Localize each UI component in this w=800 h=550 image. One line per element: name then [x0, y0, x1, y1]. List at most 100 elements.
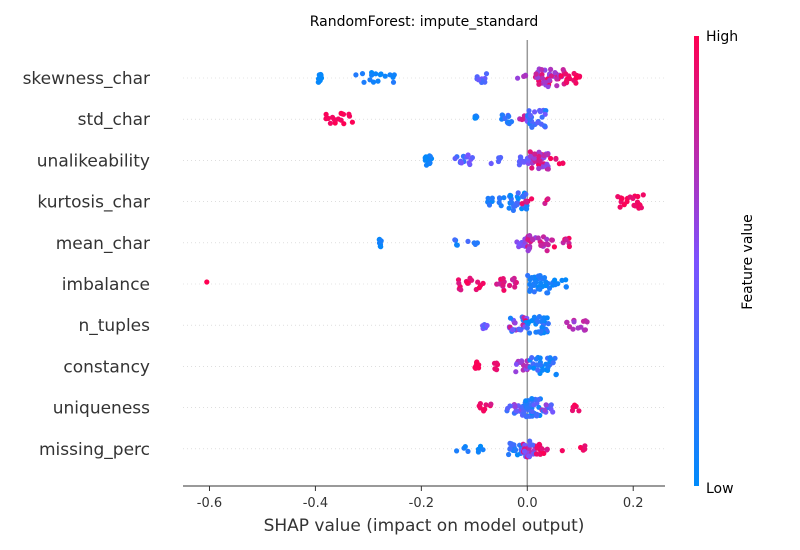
- shap-point: [507, 445, 513, 452]
- shap-point: [480, 447, 486, 453]
- shap-point: [515, 75, 521, 81]
- shap-point: [538, 328, 544, 334]
- shap-point: [534, 413, 540, 419]
- shap-point: [584, 319, 590, 325]
- shap-point: [548, 155, 554, 162]
- shap-point: [541, 275, 548, 281]
- shap-point: [533, 356, 539, 362]
- shap-point: [505, 119, 511, 125]
- x-axis-label: SHAP value (impact on model output): [264, 516, 585, 536]
- shap-point: [519, 193, 526, 200]
- shap-point: [514, 452, 521, 458]
- shap-points: [204, 66, 646, 460]
- feature-label: imbalance: [62, 275, 150, 295]
- shap-point: [513, 408, 519, 414]
- shap-point: [537, 158, 543, 164]
- shap-point: [553, 156, 559, 162]
- shap-point: [615, 194, 621, 200]
- feature-label: missing_perc: [39, 440, 150, 460]
- shap-point: [567, 76, 573, 82]
- shap-point: [486, 202, 493, 208]
- shap-point: [521, 411, 527, 417]
- shap-point: [578, 324, 584, 330]
- shap-point: [482, 406, 488, 412]
- shap-point: [537, 286, 543, 292]
- shap-point: [536, 441, 542, 447]
- shap-point: [535, 235, 541, 241]
- shap-point: [507, 440, 513, 446]
- feature-label: uniqueness: [53, 399, 150, 419]
- shap-point: [516, 326, 522, 332]
- shap-point: [524, 199, 530, 205]
- shap-point: [515, 196, 521, 202]
- shap-point: [458, 160, 465, 166]
- shap-point: [537, 107, 543, 114]
- shap-point: [529, 442, 536, 448]
- feature-label: constancy: [63, 357, 150, 377]
- shap-point: [512, 320, 518, 326]
- shap-point: [485, 195, 491, 201]
- shap-point: [327, 120, 333, 126]
- shap-point: [564, 319, 570, 325]
- shap-point: [578, 444, 584, 451]
- shap-point: [544, 236, 550, 242]
- shap-point: [469, 155, 475, 161]
- shap-point: [538, 242, 544, 248]
- shap-point: [483, 71, 490, 77]
- shap-point: [544, 161, 550, 167]
- shap-point: [549, 237, 555, 243]
- shap-point: [541, 450, 547, 456]
- shap-point: [640, 192, 646, 198]
- shap-point: [476, 285, 482, 291]
- shap-point: [527, 233, 533, 239]
- shap-point: [489, 195, 495, 201]
- shap-point: [548, 73, 555, 79]
- shap-point: [521, 448, 528, 454]
- feature-label: n_tuples: [78, 316, 150, 336]
- shap-point: [552, 277, 558, 283]
- x-tick-label: -0.6: [197, 496, 222, 511]
- shap-point: [359, 71, 366, 77]
- shap-point: [551, 244, 558, 250]
- shap-point: [471, 240, 477, 246]
- feature-label: std_char: [78, 110, 150, 130]
- shap-point: [464, 280, 470, 286]
- colorbar-high-label: High: [706, 29, 738, 45]
- shap-point: [527, 149, 533, 155]
- shap-point: [582, 327, 589, 333]
- shap-point: [544, 290, 550, 296]
- shap-point: [527, 153, 534, 159]
- shap-point: [452, 155, 458, 162]
- shap-point: [472, 115, 478, 121]
- shap-point: [538, 362, 544, 368]
- shap-point: [542, 407, 548, 413]
- shap-point: [547, 77, 553, 83]
- shap-point: [492, 366, 498, 372]
- shap-point: [346, 113, 353, 119]
- shap-point: [338, 117, 344, 123]
- shap-point: [512, 284, 518, 290]
- shap-point: [554, 76, 560, 82]
- shap-point: [545, 321, 551, 327]
- shap-point: [531, 402, 537, 408]
- shap-point: [494, 360, 500, 366]
- shap-point: [509, 327, 516, 333]
- shap-point: [516, 162, 523, 168]
- shap-point: [508, 193, 514, 199]
- shap-point: [526, 319, 532, 325]
- shap-point: [341, 121, 347, 127]
- shap-point: [545, 83, 551, 90]
- shap-point: [390, 79, 397, 85]
- shap-point: [204, 279, 210, 285]
- shap-point: [529, 196, 535, 202]
- shap-point: [536, 149, 542, 155]
- shap-point: [509, 277, 516, 283]
- shap-point: [539, 67, 545, 73]
- shap-point: [361, 79, 367, 85]
- colorbar: [694, 36, 699, 486]
- shap-point: [556, 161, 563, 167]
- shap-point: [534, 445, 540, 451]
- shap-point: [498, 203, 504, 209]
- shap-point: [369, 72, 375, 78]
